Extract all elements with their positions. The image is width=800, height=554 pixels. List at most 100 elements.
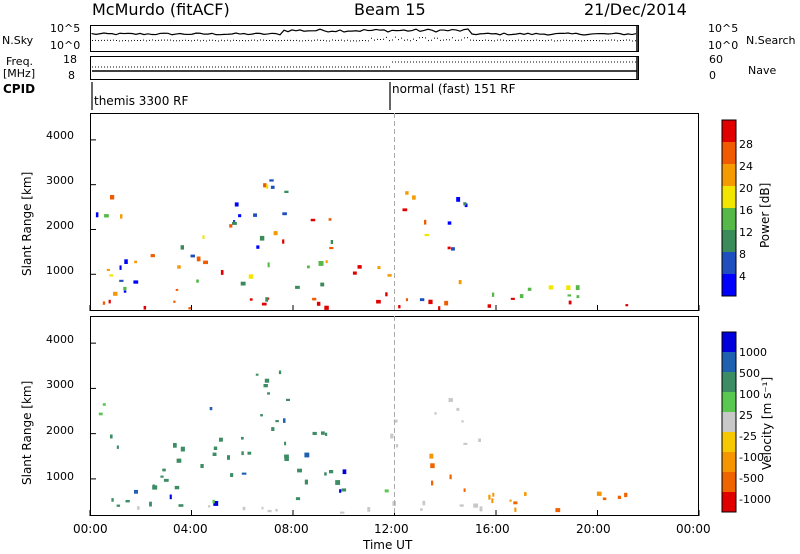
power-cell [447,221,452,225]
xtick-0400: 04:00 [173,522,208,536]
power-cell [202,235,205,239]
velocity-colorbar-segment [722,352,736,372]
power-cell [567,294,572,297]
velocity-cell [434,412,437,415]
velocity-cell [461,420,464,423]
freq-panel [90,56,639,80]
power-cell [487,304,491,308]
velocity-cell [180,446,185,452]
power-cell [568,300,572,305]
velocity-cell [339,489,342,493]
velocity-cell [278,370,282,375]
power-colorbar-segment [722,120,736,142]
power-cell [576,295,580,299]
power-cell [324,305,329,310]
power-cell [196,279,199,283]
power-cell [412,195,416,200]
velocity-cell [449,474,452,480]
power-cb-24: 24 [739,160,753,173]
power-cell [190,254,195,258]
velocity-cell [492,492,495,497]
velocity-cell [430,463,435,469]
vel-cb-neg1000: -1000 [739,493,771,506]
power-cell [625,304,629,307]
velocity-cell [242,506,246,511]
power-cell [229,224,233,228]
power-cb-20: 20 [739,182,753,195]
power-cell [123,290,127,293]
power-cell [385,292,388,297]
velocity-cell [111,498,114,502]
velocity-ytick-2000: 2000 [46,424,74,437]
velocity-cell [134,489,138,494]
velocity-cell [264,378,270,383]
xtick-2400: 00:00 [676,522,711,536]
velocity-cell [448,398,453,402]
power-cell [173,300,176,303]
xtick-1200: 12:00 [374,522,409,536]
velocity-cell [160,475,164,478]
power-cell [387,274,392,277]
power-cell [398,305,401,309]
power-cell [256,245,260,249]
velocity-cell [260,414,263,417]
power-colorbar-segment [722,274,736,296]
power-cell [110,195,115,200]
power-cell [318,261,324,266]
power-cell [424,233,430,237]
velocity-cell [275,420,279,423]
velocity-ytick-4000: 4000 [46,333,74,346]
power-cell [177,265,181,269]
power-cell [463,202,467,206]
power-cb-28: 28 [739,138,753,151]
power-cell [234,202,239,207]
velocity-cell [213,501,219,506]
vel-cb-500: 500 [739,367,760,380]
velocity-cell [271,427,275,431]
power-cell [310,218,316,222]
beam-title: Beam 15 [354,0,426,19]
vel-cb-neg25: -25 [739,430,757,443]
velocity-colorbar-segment [722,392,736,412]
power-cell [510,297,515,300]
power-cell [329,247,334,250]
velocity-cell [367,507,371,512]
velocity-cell [509,499,512,502]
power-cell [175,288,179,291]
velocity-cell [163,478,169,482]
power-cell [180,245,184,250]
velocity-cell [284,457,289,461]
power-colorbar-segment [722,230,736,252]
power-cell [123,286,127,291]
power-cell [527,287,532,291]
velocity-cell [174,485,180,490]
velocity-cell [304,452,310,458]
power-cell [376,299,381,304]
power-cell [447,246,451,250]
velocity-colorbar-segment [722,452,736,472]
power-cell [402,208,408,212]
velocity-cell [429,453,434,459]
nsky-label: N.Sky [2,34,34,47]
velocity-colorbar-segment [722,492,736,512]
velocity-cell [227,455,230,460]
power-cell [458,280,462,285]
power-cell [259,235,265,241]
velocity-colorbar-segment [722,372,736,392]
velocity-cell [284,441,287,446]
power-cell [233,220,236,223]
velocity-colorbar-segment [722,332,736,352]
velocity-cell [207,505,211,508]
velocity-ytick-3000: 3000 [46,378,74,391]
velocity-cell [395,444,399,448]
power-cb-12: 12 [739,226,753,239]
velocity-cell [420,508,423,511]
date-title: 21/Dec/2014 [584,0,687,19]
power-cell [325,260,328,264]
power-cell [220,270,224,275]
power-cell [282,212,287,216]
power-cell [113,291,118,296]
cpid-mode-2: normal (fast) 151 RF [392,82,516,96]
velocity-cell [125,500,130,503]
freq-tick-high: 18 [63,53,77,66]
